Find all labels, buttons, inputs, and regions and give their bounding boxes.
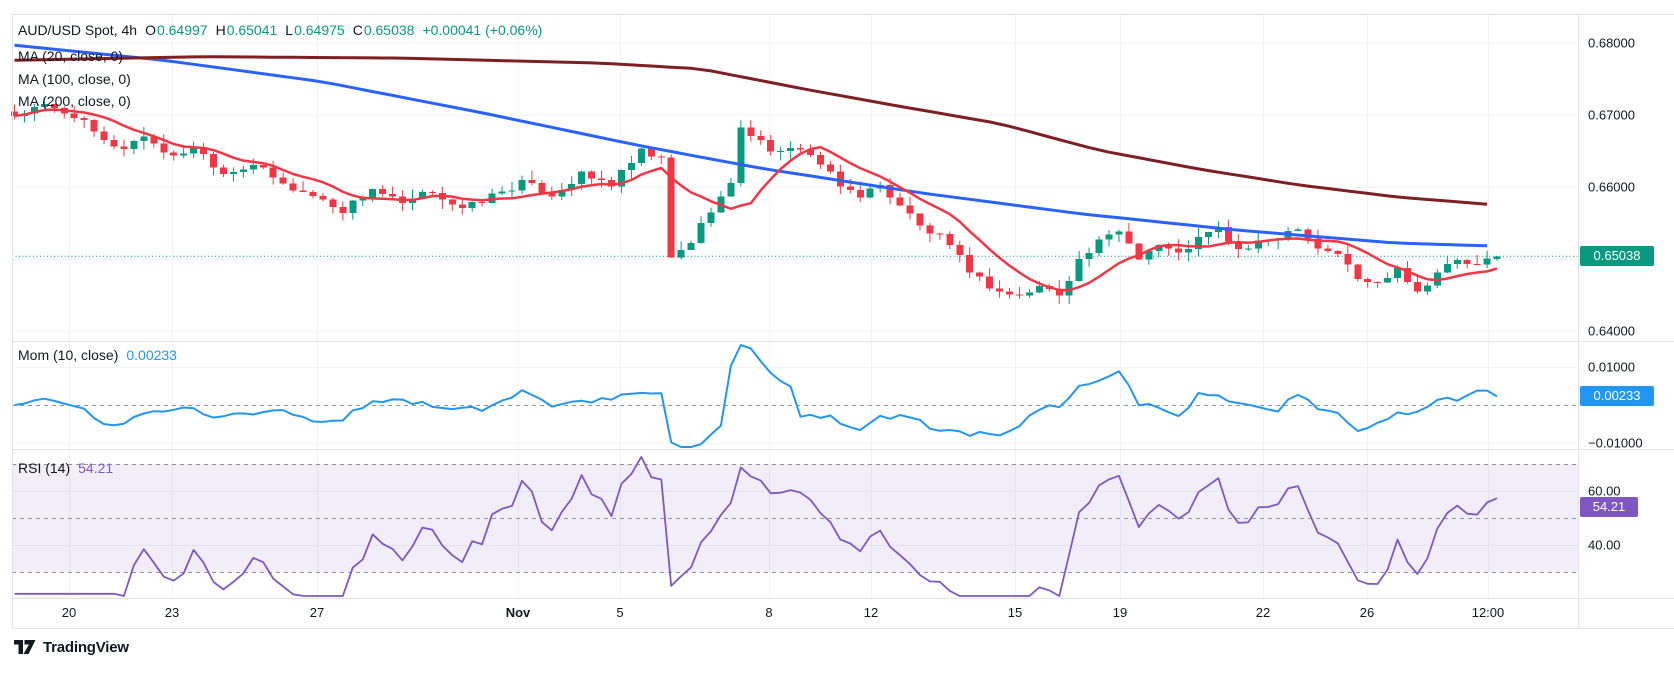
time-axis-label: 20 xyxy=(61,605,77,620)
time-axis-label: 23 xyxy=(164,605,180,620)
tradingview-logo-icon xyxy=(14,640,36,654)
ohlc-close: C 0.65038 xyxy=(353,20,415,40)
momentum-badge: 0.00233 xyxy=(1580,386,1654,406)
legend-ma-100[interactable]: MA (100, close, 0) xyxy=(18,69,131,89)
rsi-badge: 54.21 xyxy=(1580,497,1638,517)
time-axis-label: 22 xyxy=(1255,605,1271,620)
price-axis[interactable] xyxy=(1578,14,1674,628)
price-axis-label: 0.67000 xyxy=(1588,107,1635,123)
close-value: 0.65038 xyxy=(363,22,415,38)
price-axis-label: 60.00 xyxy=(1588,483,1621,499)
time-axis-label: 26 xyxy=(1359,605,1375,620)
momentum-value: 0.00233 xyxy=(126,347,177,363)
time-axis-label: Nov xyxy=(505,605,531,620)
low-label: L xyxy=(285,22,294,38)
tradingview-attribution[interactable]: TradingView xyxy=(14,638,129,656)
open-label: O xyxy=(145,22,156,38)
time-axis-label: 5 xyxy=(616,605,624,620)
price-badge: 0.65038 xyxy=(1580,246,1654,266)
price-axis-label: 0.68000 xyxy=(1588,35,1635,51)
legend-ma-20[interactable]: MA (20, close, 0) xyxy=(18,46,123,66)
time-axis-label: 15 xyxy=(1007,605,1023,620)
high-value: 0.65041 xyxy=(226,22,278,38)
legend-rsi[interactable]: RSI (14) 54.21 xyxy=(18,458,113,478)
ohlc-high: H 0.65041 xyxy=(216,20,278,40)
price-axis-label: −0.01000 xyxy=(1588,435,1643,451)
momentum-label: Mom (10, close) xyxy=(18,347,119,363)
symbol-legend[interactable]: AUD/USD Spot, 4h O 0.64997 H 0.65041 L 0… xyxy=(18,20,542,40)
change-value: +0.00041 (+0.06%) xyxy=(422,22,543,38)
low-value: 0.64975 xyxy=(294,22,345,38)
legend-ma-200[interactable]: MA (200, close, 0) xyxy=(18,91,131,111)
close-label: C xyxy=(352,22,363,38)
open-value: 0.64997 xyxy=(156,22,208,38)
price-axis-label: 40.00 xyxy=(1588,537,1621,553)
time-axis-label: 8 xyxy=(765,605,773,620)
time-axis-label: 12 xyxy=(863,605,879,620)
time-axis-label: 12:00 xyxy=(1471,605,1505,620)
price-axis-label: 0.64000 xyxy=(1588,323,1635,339)
legend-momentum[interactable]: Mom (10, close) 0.00233 xyxy=(18,345,177,365)
ohlc-open: O 0.64997 xyxy=(145,20,208,40)
price-axis-label: 0.01000 xyxy=(1588,359,1635,375)
time-axis-label: 27 xyxy=(309,605,325,620)
ma20-label: MA (20, close, 0) xyxy=(18,48,124,64)
rsi-label: RSI (14) xyxy=(18,460,71,476)
ma200-label: MA (200, close, 0) xyxy=(18,93,131,109)
rsi-value: 54.21 xyxy=(78,460,114,476)
tradingview-brand-text: TradingView xyxy=(43,638,129,656)
symbol-title: AUD/USD Spot, 4h xyxy=(18,22,138,38)
time-axis[interactable] xyxy=(12,598,1578,628)
ma100-label: MA (100, close, 0) xyxy=(18,71,131,87)
time-axis-label: 19 xyxy=(1112,605,1128,620)
high-label: H xyxy=(215,22,226,38)
price-axis-label: 0.66000 xyxy=(1588,179,1635,195)
ohlc-low: L 0.64975 xyxy=(285,20,344,40)
